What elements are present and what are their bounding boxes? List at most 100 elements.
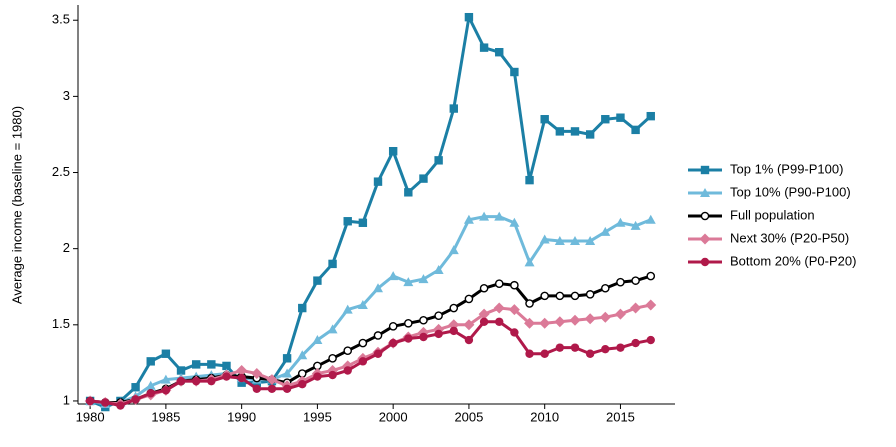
- marker: [388, 146, 398, 156]
- marker: [584, 313, 596, 325]
- marker: [404, 334, 413, 343]
- marker: [569, 314, 581, 326]
- x-tick-label: 1995: [303, 409, 332, 424]
- marker: [312, 335, 323, 345]
- marker: [494, 279, 504, 288]
- marker: [494, 211, 505, 221]
- marker: [419, 332, 428, 342]
- marker: [358, 338, 368, 348]
- y-tick-label: 1: [63, 392, 70, 407]
- y-tick-label: 3.5: [52, 12, 70, 27]
- marker: [448, 319, 460, 331]
- marker: [146, 357, 155, 366]
- marker: [85, 396, 95, 406]
- marker: [298, 303, 307, 313]
- marker: [236, 364, 248, 376]
- marker: [357, 300, 368, 310]
- x-tick-label: 2005: [454, 409, 483, 424]
- x-tick-label: 1985: [151, 409, 180, 424]
- marker: [616, 277, 625, 287]
- marker: [282, 384, 292, 393]
- marker: [176, 376, 186, 386]
- x-tick-label: 1980: [76, 409, 105, 424]
- marker: [131, 395, 140, 404]
- marker: [493, 302, 505, 314]
- marker: [252, 384, 261, 393]
- marker: [645, 214, 656, 224]
- marker: [358, 218, 368, 227]
- marker: [313, 372, 322, 381]
- x-tick-label: 2000: [379, 409, 408, 424]
- marker: [631, 338, 640, 348]
- marker: [616, 113, 625, 122]
- marker: [191, 360, 201, 369]
- marker: [433, 264, 444, 274]
- marker: [434, 156, 443, 165]
- marker: [298, 380, 307, 389]
- marker: [585, 236, 596, 246]
- marker: [145, 380, 156, 390]
- legend-label: Top 1% (P99-P100): [730, 161, 843, 176]
- marker: [404, 188, 413, 197]
- marker: [237, 378, 246, 387]
- marker: [101, 398, 110, 407]
- x-tick-label: 1990: [227, 409, 256, 424]
- marker: [266, 374, 278, 386]
- marker: [207, 376, 216, 386]
- marker: [191, 376, 201, 386]
- y-tick-label: 2: [63, 240, 70, 255]
- marker: [464, 294, 474, 304]
- legend-label: Bottom 20% (P0-P20): [730, 253, 856, 268]
- marker: [237, 373, 246, 383]
- y-tick-label: 3: [63, 88, 70, 103]
- marker: [222, 361, 231, 371]
- marker: [343, 346, 353, 355]
- marker: [328, 259, 337, 269]
- marker: [131, 383, 140, 392]
- marker: [700, 188, 710, 197]
- marker: [540, 115, 549, 124]
- marker: [434, 329, 443, 339]
- marker: [510, 67, 519, 77]
- marker: [599, 311, 611, 323]
- marker: [464, 12, 474, 22]
- marker: [495, 317, 504, 326]
- marker: [700, 257, 710, 267]
- marker: [495, 48, 504, 57]
- marker: [646, 271, 656, 281]
- marker: [160, 374, 171, 384]
- marker: [313, 276, 322, 285]
- marker: [646, 335, 655, 345]
- x-tick-label: 2010: [530, 409, 559, 424]
- marker: [525, 175, 534, 185]
- marker: [343, 366, 352, 375]
- marker: [585, 290, 595, 299]
- marker: [418, 274, 429, 284]
- marker: [282, 354, 292, 363]
- marker: [614, 308, 626, 320]
- marker: [585, 349, 595, 358]
- marker: [116, 401, 125, 410]
- marker: [297, 350, 308, 360]
- marker: [630, 220, 641, 230]
- marker: [646, 111, 655, 121]
- marker: [161, 349, 171, 358]
- marker: [327, 324, 338, 334]
- marker: [328, 370, 337, 380]
- marker: [508, 304, 520, 316]
- marker: [282, 368, 293, 378]
- marker: [645, 299, 657, 311]
- marker: [510, 280, 519, 290]
- marker: [358, 357, 368, 366]
- marker: [373, 283, 384, 293]
- y-axis-label: Average income (baseline = 1980): [9, 106, 24, 304]
- marker: [554, 316, 566, 328]
- marker: [555, 127, 565, 136]
- marker: [510, 328, 519, 337]
- y-tick-label: 2.5: [52, 164, 70, 179]
- marker: [478, 308, 490, 320]
- marker: [539, 317, 551, 329]
- marker: [569, 236, 580, 246]
- marker: [699, 233, 711, 245]
- marker: [570, 291, 580, 301]
